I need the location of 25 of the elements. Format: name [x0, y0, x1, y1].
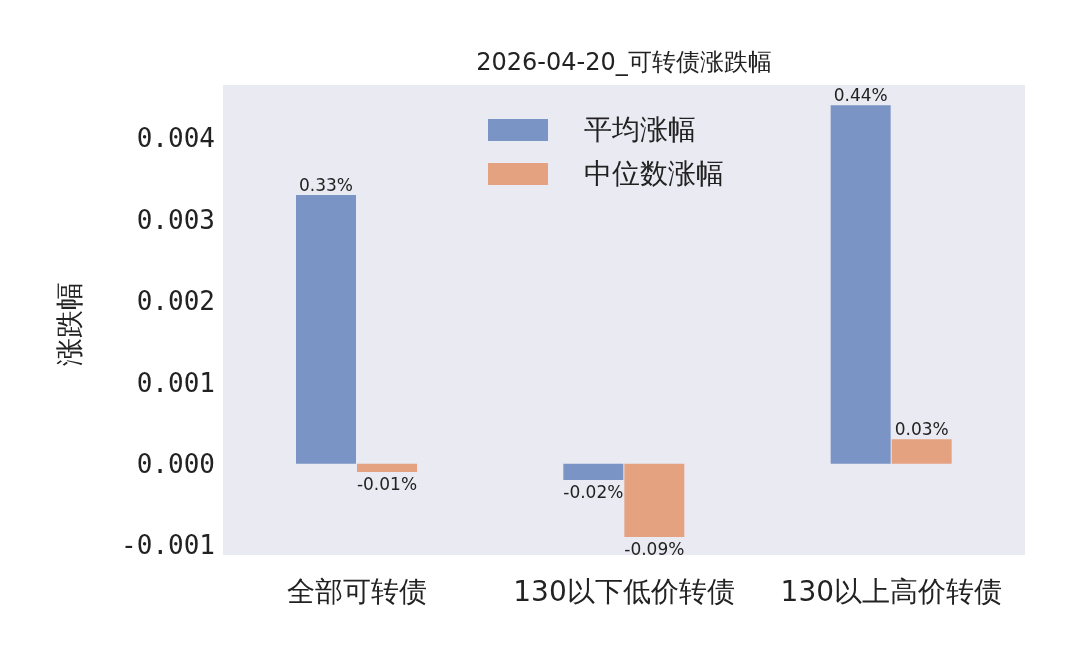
legend-label: 中位数涨幅 [584, 156, 724, 192]
data-label: -0.09% [624, 539, 685, 560]
y-tick-label: -0.001 [121, 530, 215, 561]
bar [624, 463, 685, 538]
data-label: 0.44% [833, 85, 888, 106]
x-tick-label: 130以上高价转债 [780, 574, 1003, 608]
y-tick-label: 0.004 [136, 123, 215, 154]
bar [891, 439, 952, 464]
data-label: -0.01% [356, 473, 418, 494]
y-axis-title: 涨跌幅 [52, 282, 87, 366]
data-label: 0.33% [298, 174, 354, 195]
data-label: 0.03% [894, 419, 949, 440]
bar [296, 194, 356, 464]
y-tick-label: 0.002 [136, 286, 215, 317]
x-tick-label: 全部可转债 [286, 574, 427, 608]
x-tick-label: 130以下低价转债 [513, 574, 735, 608]
y-tick-label: 0.003 [136, 204, 215, 235]
y-tick-label: 0.001 [136, 367, 215, 398]
bar [357, 463, 417, 472]
data-label: -0.02% [563, 482, 624, 503]
chart-title: 2026-04-20_可转债涨跌幅 [475, 47, 773, 78]
bar [563, 463, 624, 481]
legend-label: 平均涨幅 [584, 112, 696, 148]
y-tick-label: 0.000 [136, 449, 215, 479]
bar [830, 105, 891, 464]
